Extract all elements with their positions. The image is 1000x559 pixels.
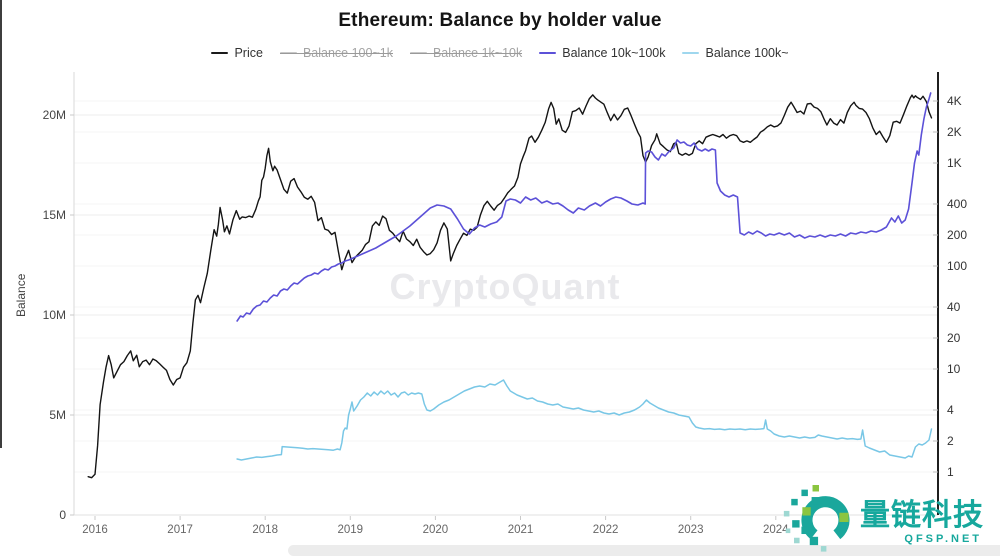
legend-item-balance-10k-100k[interactable]: Balance 10k~100k <box>539 46 665 60</box>
right-axis-tick-label: 4K <box>947 94 962 108</box>
series-balance-10k-100k <box>236 92 932 322</box>
brand-logo: 量链科技 QFSP.NET <box>782 484 1000 559</box>
left-axis-tick-label: 5M <box>49 408 66 422</box>
right-axis-tick-label: 400 <box>947 197 967 211</box>
x-axis-tick-label: 2021 <box>508 524 534 536</box>
brand-logo-icon <box>783 484 850 552</box>
right-axis-tick-label: 100 <box>947 259 967 273</box>
series-balance-100k- <box>236 379 933 461</box>
x-axis-tick-label: 2018 <box>252 524 278 536</box>
right-axis-tick-label: 40 <box>947 300 961 314</box>
series-price <box>87 94 933 479</box>
brand-name: 量链科技 <box>860 498 984 532</box>
legend-item-balance-100-1k[interactable]: Balance 100~1k <box>279 46 393 60</box>
legend: Price Balance 100~1k Balance 1k~10k Balance… <box>0 46 1000 60</box>
right-axis-tick-label: 200 <box>947 228 967 242</box>
legend-item-price[interactable]: Price <box>211 46 263 60</box>
brand-site: QFSP.NET <box>904 532 982 545</box>
legend-label: Balance 10k~100k <box>562 46 666 60</box>
video-scrub-bar[interactable] <box>288 545 1000 556</box>
chart-title: Ethereum: Balance by holder value <box>338 10 662 31</box>
brand-text: 量链科技 QFSP.NET <box>860 499 984 545</box>
legend-item-balance-1k-10k[interactable]: Balance 1k~10k <box>409 46 523 60</box>
legend-item-balance-100k-[interactable]: Balance 100k~ <box>682 46 789 60</box>
x-axis-tick-label: 2023 <box>678 524 704 536</box>
x-axis-tick-label: 2022 <box>593 524 619 536</box>
right-axis-tick-label: 10 <box>947 362 961 376</box>
right-axis-tick-label: 20 <box>947 331 961 345</box>
legend-swatch <box>539 52 557 54</box>
right-axis-tick-label: 2 <box>947 434 954 448</box>
x-axis-tick-label: 2019 <box>338 524 364 536</box>
right-axis-tick-label: 2K <box>947 125 962 139</box>
legend-swatch <box>682 52 700 54</box>
legend-label: Balance 100k~ <box>705 46 789 60</box>
x-axis-tick-label: 2017 <box>167 524 193 536</box>
legend-swatch <box>211 52 229 54</box>
left-axis-tick-label: 20M <box>43 108 66 122</box>
right-axis-tick-label: 1 <box>947 465 954 479</box>
x-axis-tick-label: 2024 <box>763 524 789 536</box>
left-axis-tick-label: 0 <box>59 508 66 522</box>
x-axis-tick-label: 2020 <box>423 524 449 536</box>
left-axis-tick-label: 15M <box>43 208 66 222</box>
legend-label: Price <box>234 46 263 60</box>
left-axis-tick-label: 10M <box>43 308 66 322</box>
x-axis-tick-label: 2016 <box>82 524 108 536</box>
window-edge-line <box>0 0 2 448</box>
right-axis-tick-label: 1K <box>947 156 962 170</box>
right-axis-tick-label: 4 <box>947 403 954 417</box>
